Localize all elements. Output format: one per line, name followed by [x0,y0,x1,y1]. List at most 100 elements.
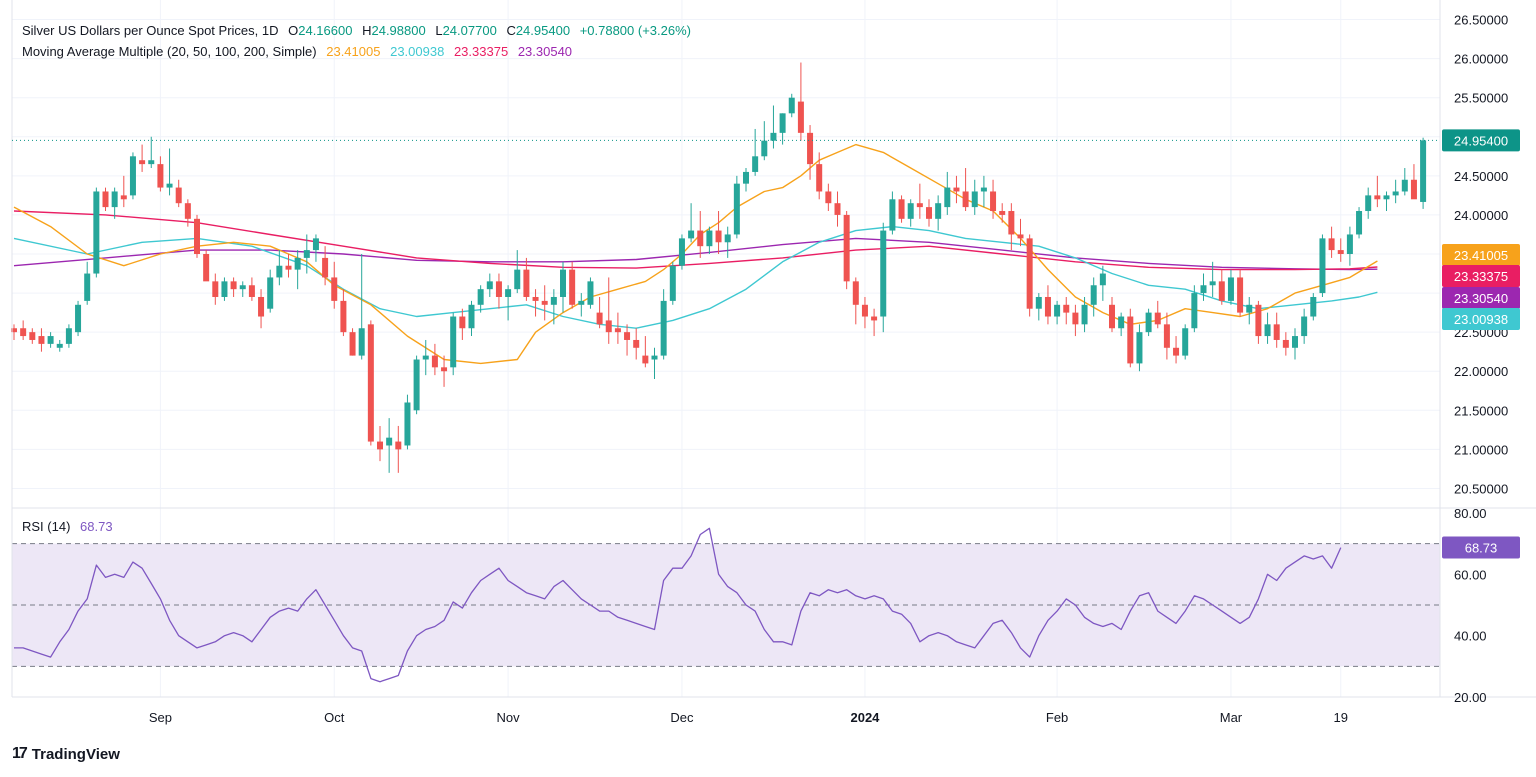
candle [1401,168,1408,196]
candle-body [605,320,612,333]
candle-body [843,214,850,282]
candle [614,312,621,344]
candle-body [1072,312,1079,325]
candle [340,289,347,337]
candle [999,203,1006,223]
ma100-badge: 23.33375 [1442,265,1520,287]
candle [871,308,878,337]
candle [1191,285,1198,333]
candle [477,285,484,313]
legend-close-label: C [506,23,516,38]
candle-body [248,285,255,297]
candle [1026,234,1033,317]
candle [111,187,118,219]
rsi-line [14,527,1342,683]
candle [1145,308,1152,337]
candle [861,296,868,329]
candle [450,312,457,376]
candle [276,250,283,286]
candle-body [1136,332,1143,364]
candle [953,175,960,204]
candle [1420,137,1427,209]
candle [1081,296,1088,333]
candle [1392,179,1399,204]
candle-body [614,328,621,333]
candle-body [93,191,100,274]
candle [1246,296,1253,325]
ma100-badge-text: 23.33375 [1454,269,1508,284]
candle [1356,207,1363,239]
candle [386,418,393,473]
candle-body [129,156,136,196]
candle [258,289,265,329]
candle-body [148,160,155,165]
candle [724,226,731,258]
ma20-badge-bg [1442,244,1520,266]
candle-body [660,300,667,356]
candle [578,293,585,317]
rsi-last-badge-text: 68.73 [1465,541,1498,556]
candle-body [1154,312,1161,325]
candle-body [669,265,676,301]
candle [495,273,502,309]
candle-body [752,156,759,172]
candle [1072,304,1079,337]
candle-body [651,355,658,360]
candle-body [514,269,521,290]
legend-change: +0.78800 (+3.26%) [579,23,691,38]
candle [395,425,402,473]
candle [715,211,722,254]
candle-body [688,230,695,239]
candle-body [980,187,987,192]
candle-body [587,281,594,305]
candle-body [1328,238,1335,251]
time-tick-label: Mar [1220,710,1243,725]
candle [1218,269,1225,305]
candle-body [816,164,823,192]
candle-body [495,281,502,297]
candle-body [84,273,91,301]
ma200-badge: 23.30540 [1442,287,1520,309]
candle [102,187,109,212]
candle [349,328,356,356]
candle [788,93,795,118]
candle-body [724,234,731,243]
candle [1273,312,1280,348]
rsi-legend: RSI (14) 68.73 [22,519,113,534]
candle-body [1090,285,1097,305]
candle [907,199,914,227]
candle [962,168,969,212]
candle-body [111,191,118,208]
candle-body [1264,324,1271,337]
candle [441,355,448,387]
ma50-badge: 23.00938 [1442,308,1520,330]
candle-body [596,312,603,325]
rsi-tick-label: 40.00 [1454,629,1487,644]
rsi-legend-title: RSI (14) [22,519,71,534]
candle [1237,269,1244,317]
candle [633,328,640,360]
time-tick-label: Feb [1046,710,1068,725]
candle [889,191,896,235]
tradingview-brand[interactable]: 17 TradingView [12,745,120,763]
candle-body [907,203,914,219]
candle-body [11,328,17,333]
candle [294,250,301,290]
candle [47,332,54,348]
candle-body [294,257,301,270]
candle [75,300,82,337]
candle-body [1026,238,1033,309]
candle-body [788,97,795,114]
candle-body [468,304,475,329]
candle-body [157,164,164,188]
time-tick-label: Oct [324,710,345,725]
legend-title: Silver US Dollars per Ounce Spot Prices,… [22,23,279,38]
time-tick-label: Sep [149,710,172,725]
candle [303,234,310,274]
candle [166,148,173,196]
candle-body [1374,195,1381,200]
time-tick-label: Dec [670,710,694,725]
rsi-line-group [14,527,1342,683]
candle-body [1173,347,1180,356]
